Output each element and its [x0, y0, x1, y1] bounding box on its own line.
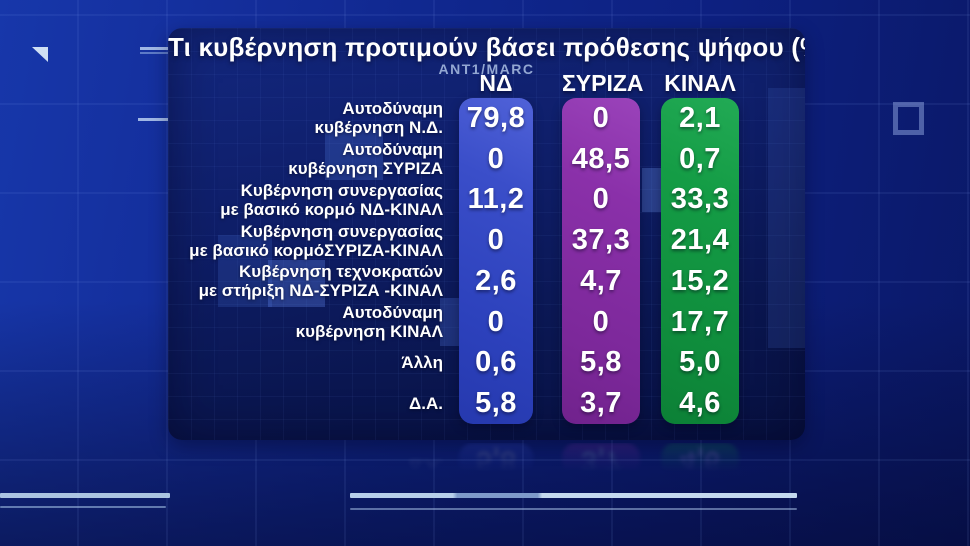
value-cell: 4,6 [679, 387, 721, 420]
column-header-nd: ΝΔ [479, 70, 513, 96]
column-syriza: 0 48,5 0 37,3 4,7 0 5,8 3,7 [562, 98, 640, 424]
value-cell: 11,2 [467, 183, 525, 216]
value-cell: 0 [592, 305, 610, 338]
outline-square-icon [893, 102, 924, 135]
row-label: Αυτοδύναμη κυβέρνηση Ν.Δ. [314, 99, 443, 138]
texture-block [768, 88, 805, 348]
value-cell: 21,4 [670, 224, 730, 257]
accent-line [140, 47, 178, 50]
chart-title: Τι κυβέρνηση προτιμούν βάσει πρόθεσης ψή… [168, 32, 805, 62]
row-label: Κυβέρνηση τεχνοκρατών με στήριξη ΝΔ-ΣΥΡΙ… [198, 262, 443, 301]
value-cell: 2,6 [475, 264, 517, 297]
bottom-bar-right-thin [350, 508, 797, 510]
row-label: Κυβέρνηση συνεργασίας με βασικό κορμόΣΥΡ… [189, 221, 443, 260]
reflection-syriza: 3,7 [562, 443, 640, 477]
value-cell: 0 [487, 305, 505, 338]
value-cell: 2,1 [679, 101, 721, 134]
row-label: Δ.Α. [409, 394, 443, 414]
row-label: Αυτοδύναμη κυβέρνηση ΚΙΝΑΛ [295, 303, 443, 342]
value-cell: 0,6 [475, 346, 517, 379]
value-cell: 0 [487, 224, 505, 257]
corner-triangle-icon [32, 47, 48, 62]
reflection-nd: 5,8 [459, 443, 533, 477]
column-nd: 79,8 0 11,2 0 2,6 0 0,6 5,8 [459, 98, 533, 424]
accent-line [138, 118, 178, 121]
value-cell: 33,3 [670, 183, 730, 216]
value-cell: 48,5 [571, 142, 631, 175]
value-cell: 5,8 [475, 387, 517, 420]
column-header-kinal: ΚΙΝΑΛ [664, 70, 736, 96]
value-cell: 0 [592, 101, 610, 134]
value-cell: 79,8 [466, 101, 526, 134]
value-cell: 0,7 [679, 142, 721, 175]
poll-panel: Τι κυβέρνηση προτιμούν βάσει πρόθεσης ψή… [168, 28, 805, 440]
value-cell: 15,2 [670, 264, 730, 297]
source-label: ΑΝΤ1/MARC [438, 61, 535, 77]
value-cell: 37,3 [571, 224, 631, 257]
bottom-bar-left-thin [0, 506, 166, 508]
value-cell: 4,7 [580, 264, 622, 297]
column-kinal: 2,1 0,7 33,3 21,4 15,2 17,7 5,0 4,6 [661, 98, 739, 424]
value-cell: 3,7 [580, 387, 622, 420]
column-header-syriza: ΣΥΡΙΖΑ [562, 70, 644, 96]
value-cell: 5,0 [679, 346, 721, 379]
row-label: Αυτοδύναμη κυβέρνηση ΣΥΡΙΖΑ [288, 140, 443, 179]
bottom-bar-right [350, 493, 797, 498]
row-label: Άλλη [401, 353, 443, 373]
value-cell: 5,8 [580, 346, 622, 379]
reflection-label: Δ.Α. [409, 456, 443, 475]
value-cell: 17,7 [670, 305, 730, 338]
value-cell: 0 [592, 183, 610, 216]
row-label: Κυβέρνηση συνεργασίας με βασικό κορμό ΝΔ… [220, 180, 443, 219]
bottom-bar-left [0, 493, 170, 498]
row-label-column: Αυτοδύναμη κυβέρνηση Ν.Δ. Αυτοδύναμη κυβ… [168, 98, 443, 424]
panel-reflection: Δ.Α. 5,8 3,7 4,6 [168, 443, 805, 477]
accent-line [140, 52, 172, 54]
reflection-kinal: 4,6 [661, 443, 739, 477]
value-cell: 0 [487, 142, 505, 175]
